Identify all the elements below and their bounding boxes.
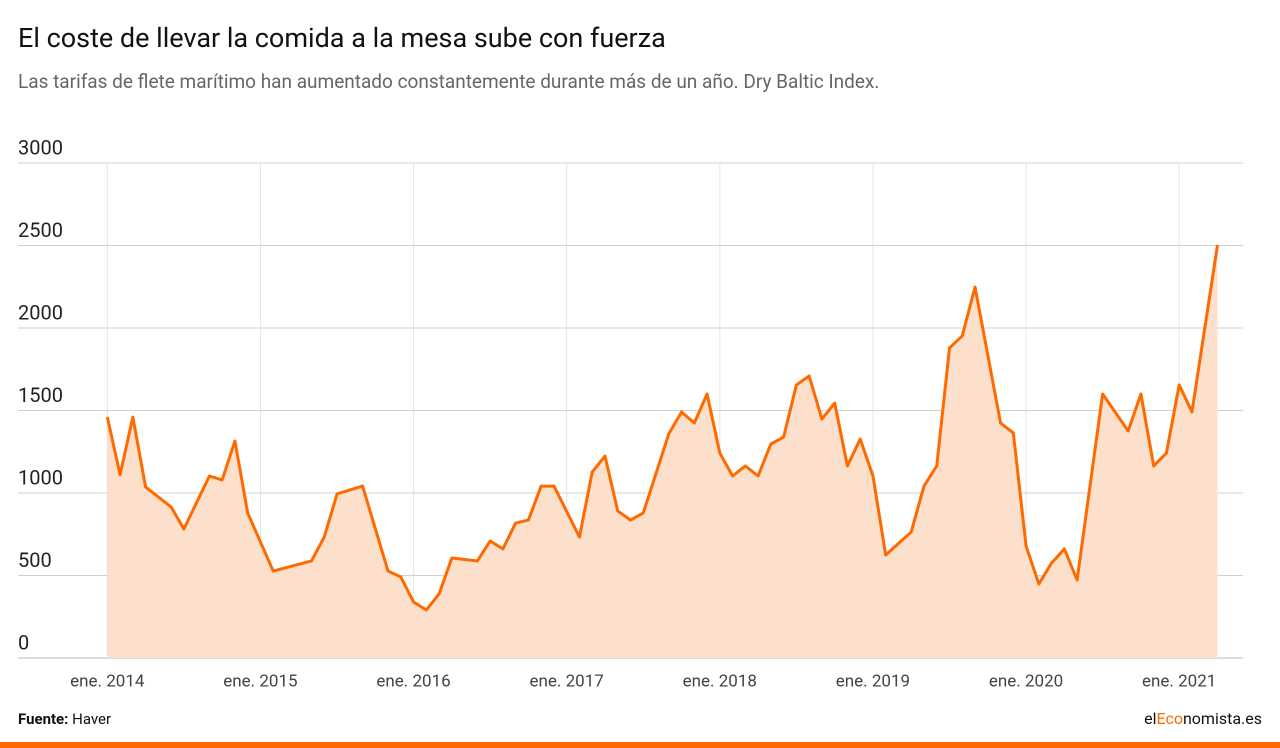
x-tick-label: ene. 2014 [70,671,145,691]
chart-title: El coste de llevar la comida a la mesa s… [18,22,666,54]
y-tick-label: 3000 [18,135,63,159]
y-tick-label: 1000 [18,465,63,489]
area [107,245,1218,658]
y-tick-label: 2500 [18,218,63,242]
line [105,244,1219,612]
x-tick-label: ene. 2019 [836,671,910,691]
x-tick-label: ene. 2017 [530,671,604,691]
brand-part: Eco [1157,709,1183,728]
brand-part: nomista.es [1183,709,1262,728]
source-label: Fuente: [18,710,68,728]
chart-subtitle: Las tarifas de flete marítimo han aument… [18,70,879,93]
y-tick-label: 2000 [18,300,63,324]
x-tick-label: ene. 2015 [223,671,297,691]
x-tick-label: ene. 2018 [683,671,757,691]
x-tick-label: ene. 2016 [376,671,450,691]
source: Fuente: Haver [18,710,111,728]
y-tick-label: 500 [18,548,52,572]
x-tick-label: ene. 2020 [989,671,1063,691]
bottom-bar [0,742,1280,748]
y-tick-label: 0 [18,630,29,654]
brand-part: el [1144,709,1156,728]
y-tick-label: 1500 [18,383,63,407]
brand: elEconomista.es [1144,709,1262,728]
x-tick-label: ene. 2021 [1142,671,1216,691]
source-name: Haver [72,710,111,728]
